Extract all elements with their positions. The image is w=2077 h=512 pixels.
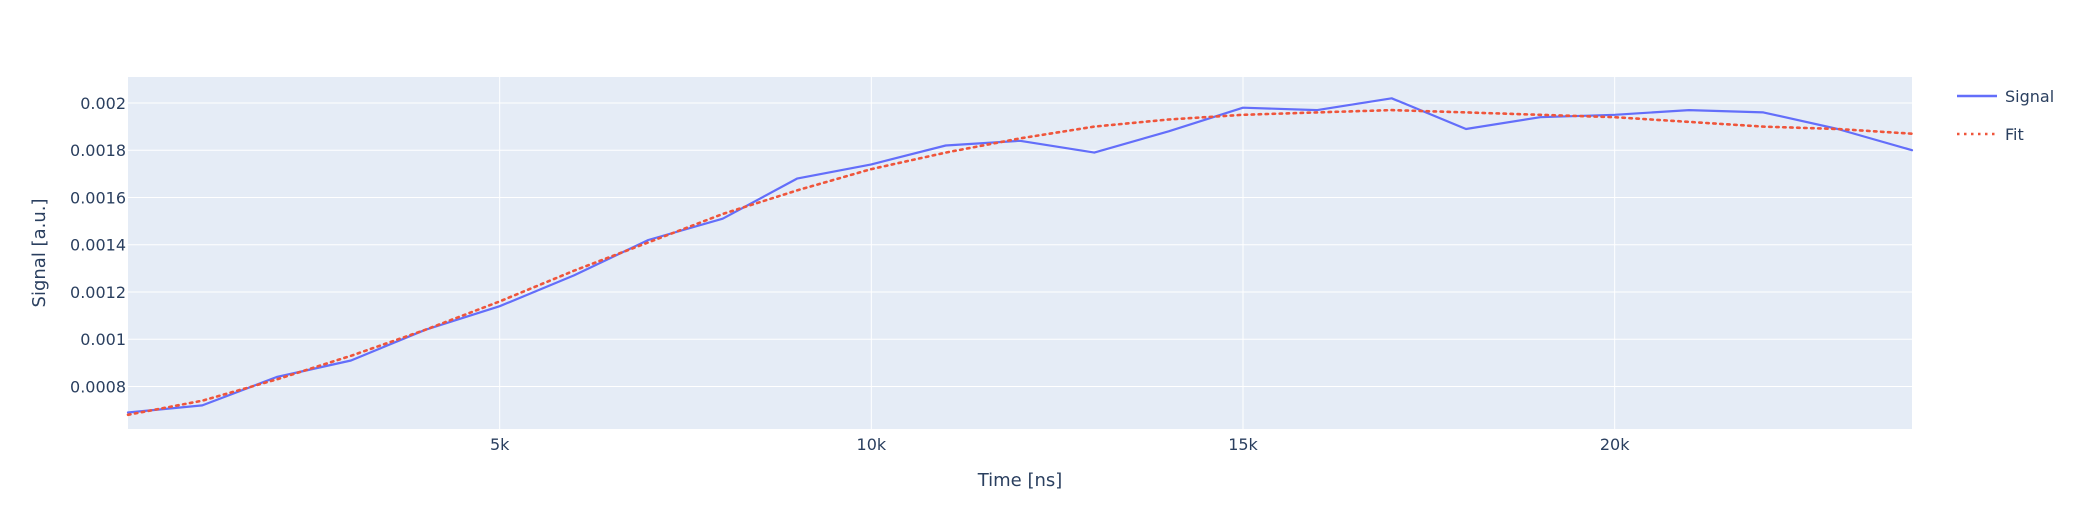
y-tick-label: 0.0008 (70, 377, 126, 396)
legend-label: Fit (2005, 125, 2024, 144)
x-tick-label: 15k (1228, 435, 1258, 454)
x-axis-title: Time [ns] (977, 470, 1063, 491)
y-tick-label: 0.002 (80, 94, 126, 113)
y-axis-title: Signal [a.u.] (29, 199, 50, 308)
legend-label: Signal (2005, 87, 2054, 106)
legend[interactable]: Signal Fit (1957, 87, 2054, 144)
x-tick-labels: 5k 10k 15k 20k (490, 435, 1630, 454)
legend-item-signal[interactable]: Signal (1957, 87, 2054, 106)
series-line-fit (126, 108, 1914, 417)
y-tick-label: 0.0018 (70, 141, 126, 160)
y-tick-label: 0.001 (80, 330, 126, 349)
series-layer (126, 97, 1914, 417)
plot-background (128, 77, 1912, 429)
x-tick-label: 10k (857, 435, 887, 454)
legend-item-fit[interactable]: Fit (1957, 125, 2024, 144)
y-tick-label: 0.0016 (70, 188, 126, 207)
y-tick-labels: 0.0008 0.001 0.0012 0.0014 0.0016 0.0018 0.002 (70, 94, 126, 396)
y-tick-label: 0.0012 (70, 283, 126, 302)
x-tick-label: 20k (1600, 435, 1630, 454)
x-gridlines (499, 77, 1616, 429)
y-tick-label: 0.0014 (70, 236, 126, 255)
x-tick-label: 5k (490, 435, 510, 454)
y-gridlines (128, 102, 1912, 387)
